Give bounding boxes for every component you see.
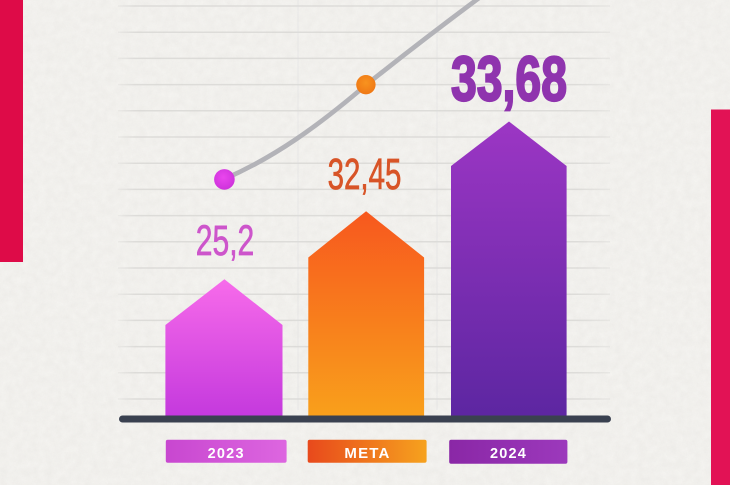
svg-text:25,2: 25,2 <box>196 216 255 265</box>
svg-text:33,68: 33,68 <box>451 43 567 114</box>
svg-text:2023: 2023 <box>208 446 245 462</box>
svg-text:2024: 2024 <box>490 446 527 462</box>
svg-text:META: META <box>344 445 390 462</box>
svg-text:32,45: 32,45 <box>328 149 402 198</box>
